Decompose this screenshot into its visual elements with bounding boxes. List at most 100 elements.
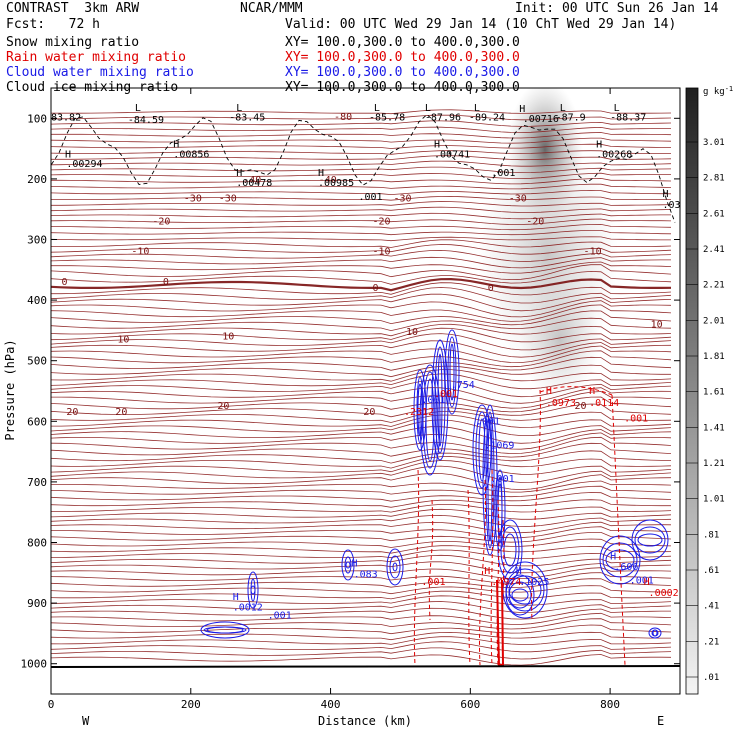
field-cloudwater-name: Cloud water mixing ratio [6, 65, 194, 80]
isotherm-line [51, 218, 672, 225]
isotherm-line [51, 183, 672, 190]
isotherm-line [51, 206, 672, 213]
cloud-water-contour [437, 353, 443, 447]
cloud-water-label: .1025 [519, 577, 549, 588]
surface-line [50, 665, 681, 668]
isotherm-line [51, 654, 672, 666]
isotherm-line [51, 601, 672, 613]
x-tick-label: 800 [600, 698, 620, 711]
rain-water-label: .001 [624, 413, 648, 424]
cloud-water-label: .001 [476, 416, 500, 427]
rain-water-label: .001 [434, 389, 458, 400]
isotherm-line [51, 345, 672, 364]
temperature-label: -10 [131, 247, 149, 258]
field-snow-xy: XY= 100.0,300.0 to 400.0,300.0 [285, 35, 520, 50]
west-label: W [82, 714, 90, 728]
isotherm-line [51, 143, 672, 149]
cloud-water-contour [434, 346, 446, 454]
isotherm-line [51, 554, 672, 567]
y-tick-label: 700 [27, 476, 47, 489]
temperature-label: -20 [372, 216, 390, 227]
isotherm-line [51, 126, 671, 133]
isotherm-line [51, 612, 672, 625]
cloud-water-contour [419, 364, 441, 476]
y-tick-label: 900 [27, 597, 47, 610]
isotherm-line [51, 391, 672, 409]
isotherm-line [51, 419, 672, 436]
colorbar-label: 3.01 [703, 138, 725, 148]
isotherm-line [51, 460, 672, 475]
isotherm-line [51, 472, 672, 491]
cloud-ice-label: .00856 [173, 150, 209, 161]
cloud-water-contour [206, 626, 244, 634]
cloud-water-contour [637, 533, 663, 547]
temperature-label: 20 [217, 401, 229, 412]
isotherm-line [51, 403, 672, 418]
temperature-label: -40 [319, 175, 337, 186]
temperature-label: 0 [372, 283, 378, 294]
cloud-water-contour [389, 555, 401, 579]
cloud-water-label: H [610, 551, 616, 562]
isotherm-line [51, 432, 672, 450]
cloud-ice-label: -84.59 [128, 115, 164, 126]
east-label: E [657, 714, 664, 728]
temperature-label: -10 [584, 247, 602, 258]
x-axis-label: Distance (km) [318, 714, 412, 728]
x-tick-label: 0 [48, 698, 55, 711]
isotherm-line [51, 379, 672, 398]
cloud-ice-label: H [663, 189, 669, 200]
cloud-water-label: .1069 [484, 441, 514, 452]
isotherm-line [51, 150, 671, 155]
rain-water-label: .001 [421, 577, 445, 588]
isotherm-line [51, 172, 671, 179]
cloud-water-label: H [233, 592, 239, 603]
isotherm-line [51, 189, 672, 196]
isotherm-line [51, 618, 672, 630]
rain-water-contour [539, 386, 613, 396]
cloud-ice-label: L [614, 103, 620, 114]
isotherm-line [51, 561, 672, 574]
init-time: Init: 00 UTC Sun 26 Jan 14 [515, 1, 719, 16]
cloud-water-contour [449, 343, 455, 401]
cloud-ice-label: L [425, 103, 431, 114]
temperature-label: 0 [61, 277, 67, 288]
cloud-water-label: .001 [491, 474, 515, 485]
cloud-water-contour [431, 339, 449, 461]
cloud-water-contour [485, 411, 495, 549]
isotherm-line [51, 532, 672, 543]
isotherm-line [51, 244, 672, 255]
isotherm-line [51, 132, 672, 139]
cloud-ice-label: -87.96 [425, 113, 461, 124]
cloud-water-label: .001 [421, 395, 445, 406]
isotherm-line [51, 317, 672, 332]
y-tick-label: 300 [27, 234, 47, 247]
isotherm-line [51, 607, 671, 620]
isotherm-line [51, 414, 672, 428]
isotherm-line [51, 585, 672, 595]
valid-time: Valid: 00 UTC Wed 29 Jan 14 (10 ChT Wed … [285, 17, 677, 32]
isotherm-line [51, 480, 672, 493]
rain-water-label: .0114 [589, 398, 619, 409]
cloud-water-contour [634, 526, 666, 554]
cloud-water-contour [447, 336, 457, 408]
forecast-hour: Fcst: 72 h [6, 17, 100, 32]
rain-water-label: H [546, 386, 552, 397]
cloud-water-contour [200, 621, 250, 639]
cloud-ice-label: .001 [359, 192, 383, 203]
x-tick-label: 600 [460, 698, 480, 711]
model-title: CONTRAST 3km ARW [6, 1, 140, 16]
cloud-water-contour [648, 627, 662, 639]
isotherm-line [51, 647, 672, 660]
colorbar-label: 1.61 [703, 388, 725, 398]
cloud-water-contour [602, 542, 638, 578]
isotherm-line [51, 287, 672, 304]
isotherm-line [51, 590, 672, 600]
cloud-ice-label: H [434, 139, 440, 150]
isotherm-line [51, 641, 672, 653]
isotherm-line [51, 256, 671, 269]
isotherm-line [51, 387, 672, 404]
isotherm-line [51, 155, 672, 161]
cloud-ice-label: .037 [663, 200, 687, 211]
x-tick-label: 200 [181, 698, 201, 711]
